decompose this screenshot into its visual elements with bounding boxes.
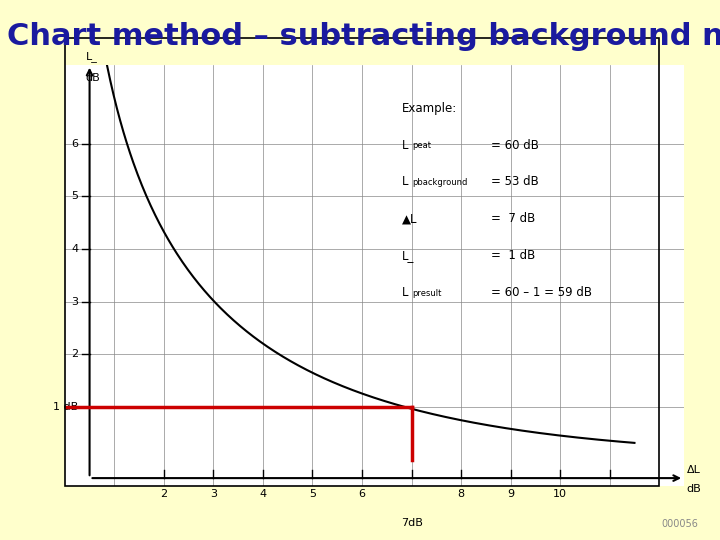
Text: peat: peat [413, 141, 431, 150]
Text: 4: 4 [71, 244, 78, 254]
Text: =  1 dB: = 1 dB [491, 249, 535, 262]
Text: 8: 8 [457, 489, 464, 498]
Text: 2: 2 [71, 349, 78, 360]
Text: Example:: Example: [402, 102, 457, 114]
Text: L: L [402, 139, 408, 152]
Text: ΔL: ΔL [686, 465, 701, 475]
Text: 10: 10 [553, 489, 567, 498]
Text: L: L [402, 286, 408, 299]
Text: 2: 2 [161, 489, 168, 498]
Text: = 53 dB: = 53 dB [491, 176, 539, 188]
Text: 5: 5 [72, 191, 78, 201]
Text: 6: 6 [72, 139, 78, 149]
Text: L_: L_ [402, 249, 414, 262]
Text: dB: dB [86, 73, 100, 83]
Text: 9: 9 [507, 489, 514, 498]
Text: dB: dB [686, 484, 701, 494]
Text: pbackground: pbackground [413, 178, 468, 187]
Text: 3: 3 [210, 489, 217, 498]
Text: presult: presult [413, 288, 442, 298]
Text: ▲L: ▲L [402, 212, 417, 225]
Text: = 60 – 1 = 59 dB: = 60 – 1 = 59 dB [491, 286, 592, 299]
Text: 5: 5 [309, 489, 316, 498]
Text: Chart method – subtracting background noise: Chart method – subtracting background no… [7, 22, 720, 51]
Text: 7dB: 7dB [400, 517, 423, 528]
Text: 3: 3 [72, 296, 78, 307]
Text: L_: L_ [86, 51, 97, 62]
Text: = 60 dB: = 60 dB [491, 139, 539, 152]
Text: L: L [402, 176, 408, 188]
Text: 4: 4 [259, 489, 266, 498]
Text: 1 dB: 1 dB [53, 402, 78, 412]
Text: 6: 6 [359, 489, 366, 498]
Text: =  7 dB: = 7 dB [491, 212, 535, 225]
Text: 000056: 000056 [662, 519, 698, 529]
